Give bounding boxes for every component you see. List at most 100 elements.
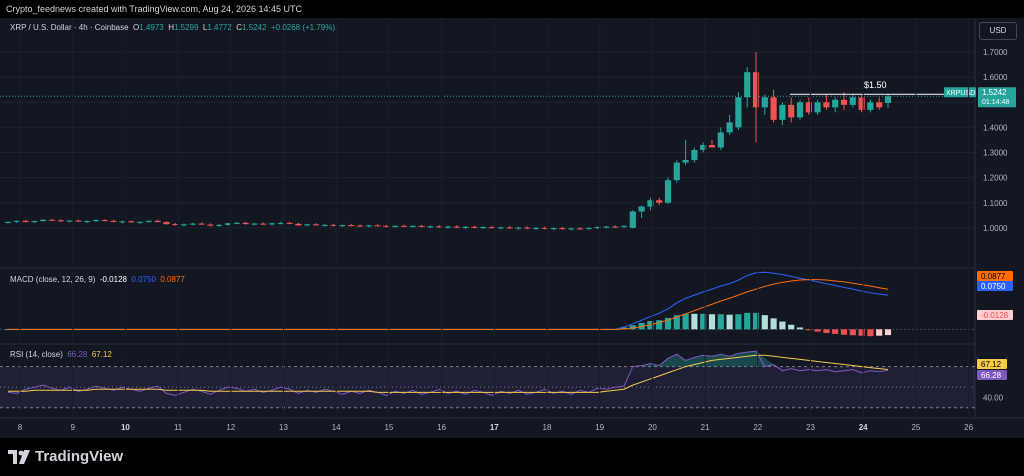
close-value: 1.5242 [242, 23, 267, 32]
macd-histogram-bar [656, 320, 663, 330]
macd-histogram-bar [708, 314, 716, 330]
macd-axis-tag [977, 281, 1013, 291]
top-bar: Crypto_feednews created with TradingView… [0, 0, 1024, 18]
time-tick-label: 10 [121, 423, 130, 432]
candle-body [832, 99, 839, 108]
candle-body [224, 223, 232, 225]
time-tick-label: 8 [18, 423, 23, 432]
candle-body [823, 102, 830, 108]
candle-body [110, 220, 117, 222]
candle-body [761, 97, 768, 108]
macd-histogram-bar [717, 314, 724, 330]
candle-body [154, 220, 161, 223]
macd-hist-value: -0.0128 [99, 275, 127, 284]
macd-signal-value: 0.0877 [160, 275, 185, 284]
candle-body [128, 221, 135, 223]
time-tick-label: 17 [490, 423, 499, 432]
candle-body [92, 220, 100, 222]
candle-body [497, 227, 504, 229]
macd-axis-tag-text: -0.0128 [981, 311, 1009, 320]
candle-body [427, 226, 434, 228]
candle-body [286, 222, 293, 224]
candle-body [75, 220, 82, 222]
candle-body [4, 221, 12, 223]
macd-histogram-bar [876, 329, 883, 336]
price-tick-label: 1.6000 [983, 73, 1008, 82]
time-tick-label: 15 [384, 423, 393, 432]
candle-body [251, 223, 258, 225]
candle-body [858, 97, 865, 110]
macd-histogram-bar [779, 321, 786, 330]
candle-body [585, 227, 592, 229]
rsi-ma-value: 67.12 [91, 350, 112, 359]
macd-histogram-bar [752, 312, 760, 330]
macd-axis-tag-text: 0.0750 [981, 282, 1006, 291]
macd-histogram-bar [823, 329, 830, 333]
candle-body [22, 220, 29, 223]
rsi-axis-tag [977, 370, 1007, 380]
candle-body [620, 225, 628, 227]
candle-body [242, 222, 249, 225]
candle-body [312, 224, 320, 226]
high-value: 1.5299 [173, 23, 199, 32]
candle-body [348, 225, 355, 227]
price-tick-label: 1.1000 [983, 199, 1008, 208]
candle-body [770, 97, 777, 120]
time-tick-label: 20 [648, 423, 657, 432]
candle-body [418, 225, 425, 227]
time-tick-label: 11 [174, 423, 183, 432]
candle-body [180, 224, 188, 226]
candle-body [867, 102, 874, 110]
change-value: +0.0268 (+1.79%) [270, 23, 336, 32]
macd-histogram-bar [858, 329, 865, 336]
candle-body [532, 227, 540, 229]
macd-histogram-bar [664, 317, 672, 330]
candle-body [656, 200, 663, 203]
chart-area[interactable]: 1.70001.60001.50001.40001.30001.20001.10… [0, 18, 1024, 438]
macd-histogram-bar [682, 313, 689, 330]
candle-body [57, 220, 64, 222]
macd-histogram-bar [761, 315, 768, 330]
macd-histogram-bar [691, 313, 698, 330]
candle-body [400, 225, 408, 227]
candle-body [172, 224, 179, 226]
rsi-overbought-fill [641, 351, 774, 367]
close-label: C [236, 23, 243, 32]
macd-legend: MACD (close, 12, 26, 9) -0.0128 0.0750 0… [10, 275, 185, 284]
rsi-legend: RSI (14, close) 66.28 67.12 [10, 350, 112, 359]
candle-body [409, 225, 416, 227]
candle-body [796, 102, 804, 118]
brand-name: TradingView [35, 448, 124, 465]
chart-svg[interactable]: 1.70001.60001.50001.40001.30001.20001.10… [0, 18, 1024, 438]
candle-body [700, 145, 707, 151]
rsi-axis-tag-text: 66.28 [981, 371, 1002, 380]
currency-button[interactable]: USD [979, 22, 1017, 40]
candle-body [356, 225, 364, 227]
high-label: H [168, 23, 174, 32]
candle-body [453, 226, 460, 228]
candle-body [647, 200, 654, 207]
candle-body [392, 225, 399, 227]
candle-body [260, 223, 267, 225]
macd-axis-tag [977, 310, 1013, 320]
candle-body [691, 150, 698, 161]
macd-histogram-bar [832, 329, 839, 334]
candle-body [805, 102, 812, 113]
macd-histogram-bar [629, 325, 636, 330]
price-tick-label: 1.0000 [983, 224, 1008, 233]
candle-body [664, 180, 672, 203]
rsi-axis-tag [977, 359, 1007, 369]
time-tick-label: 16 [437, 423, 446, 432]
price-tick-label: 1.7000 [983, 48, 1008, 57]
macd-histogram-bar [796, 327, 804, 330]
time-tick-label: 21 [701, 423, 710, 432]
time-tick-label: 19 [595, 423, 604, 432]
candle-body [488, 227, 496, 229]
tradingview-logo: TradingView [8, 448, 123, 465]
time-tick-label: 12 [226, 423, 235, 432]
candle-body [136, 221, 144, 223]
candle-body [603, 226, 610, 228]
candle-body [436, 226, 443, 228]
candle-body [339, 225, 346, 227]
candle-body [480, 227, 487, 229]
